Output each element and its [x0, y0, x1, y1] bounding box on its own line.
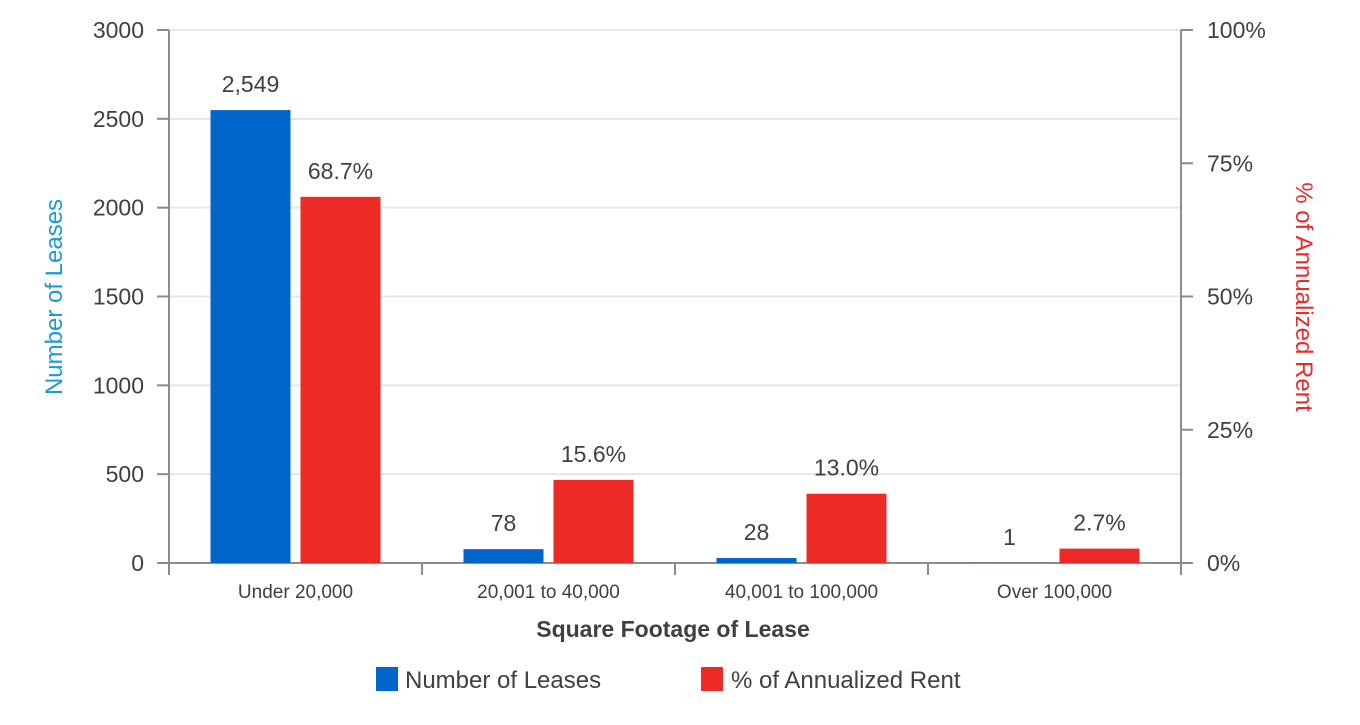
data-label: 15.6% — [561, 441, 626, 467]
y-right-tick-label: 75% — [1207, 150, 1253, 176]
bar-annualized-rent[interactable] — [554, 480, 634, 563]
y-right-tick-label: 100% — [1207, 17, 1266, 43]
x-axis-title: Square Footage of Lease — [536, 616, 810, 642]
y-left-tick-label: 1500 — [93, 284, 144, 310]
data-label: 1 — [1003, 524, 1016, 550]
y-right-tick-label: 25% — [1207, 417, 1253, 443]
legend: Number of Leases % of Annualized Rent — [376, 667, 961, 694]
legend-item-number-of-leases[interactable]: Number of Leases — [376, 667, 601, 694]
legend-swatch-annualized-rent — [701, 667, 723, 691]
x-tick-label: 20,001 to 40,000 — [477, 582, 620, 603]
legend-label-annualized-rent: % of Annualized Rent — [731, 667, 961, 694]
y-left-tick-label: 2000 — [93, 195, 144, 221]
bar-annualized-rent[interactable] — [1060, 549, 1140, 563]
data-label: 2.7% — [1073, 510, 1125, 536]
y-left-tick-label: 2500 — [93, 106, 144, 132]
y-left-tick-label: 0 — [131, 550, 144, 576]
data-label: 78 — [491, 510, 517, 536]
y-left-tick-label: 500 — [106, 461, 144, 487]
legend-swatch-number-of-leases — [376, 667, 398, 691]
y-axis-left-title: Number of Leases — [41, 199, 68, 395]
x-tick-label: Over 100,000 — [997, 582, 1112, 603]
y-left-tick-label: 3000 — [93, 17, 144, 43]
x-tick-label: 40,001 to 100,000 — [725, 582, 878, 603]
data-label: 13.0% — [814, 455, 879, 481]
bar-number-of-leases[interactable] — [464, 549, 544, 563]
x-tick-label: Under 20,000 — [238, 582, 353, 603]
data-label: 68.7% — [308, 158, 373, 184]
y-right-tick-label: 0% — [1207, 550, 1240, 576]
bar-annualized-rent[interactable] — [301, 197, 381, 563]
bar-annualized-rent[interactable] — [807, 494, 887, 563]
data-label: 2,549 — [222, 71, 280, 97]
y-left-tick-label: 1000 — [93, 372, 144, 398]
y-right-tick-label: 50% — [1207, 284, 1253, 310]
y-axis-right-title: % of Annualized Rent — [1290, 182, 1317, 412]
legend-label-number-of-leases: Number of Leases — [405, 667, 601, 694]
bar-number-of-leases[interactable] — [717, 558, 797, 563]
data-label: 28 — [744, 519, 770, 545]
bar-number-of-leases[interactable] — [211, 110, 291, 563]
legend-item-annualized-rent[interactable]: % of Annualized Rent — [701, 667, 961, 694]
